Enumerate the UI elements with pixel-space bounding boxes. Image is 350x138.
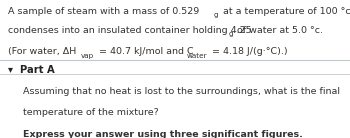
Text: ▾  Part A: ▾ Part A <box>8 66 55 75</box>
Text: vap: vap <box>80 53 94 59</box>
Text: condenses into an insulated container holding 4.25: condenses into an insulated container ho… <box>8 26 251 35</box>
Text: g: g <box>228 31 233 37</box>
Text: temperature of the mixture?: temperature of the mixture? <box>23 108 159 117</box>
Text: A sample of steam with a mass of 0.529: A sample of steam with a mass of 0.529 <box>8 7 199 16</box>
Text: = 4.18 J/(g·°C).): = 4.18 J/(g·°C).) <box>209 47 287 56</box>
Text: water: water <box>187 53 208 59</box>
Text: = 40.7 kJ/mol and C: = 40.7 kJ/mol and C <box>96 47 194 56</box>
Text: of water at 5.0 °c.: of water at 5.0 °c. <box>234 26 323 35</box>
Text: (For water, ΔH: (For water, ΔH <box>8 47 76 56</box>
Text: Express your answer using three significant figures.: Express your answer using three signific… <box>23 130 303 138</box>
Text: Assuming that no heat is lost to the surroundings, what is the final: Assuming that no heat is lost to the sur… <box>23 87 340 96</box>
Text: g: g <box>214 12 218 18</box>
Text: at a temperature of 100 °c: at a temperature of 100 °c <box>220 7 350 16</box>
